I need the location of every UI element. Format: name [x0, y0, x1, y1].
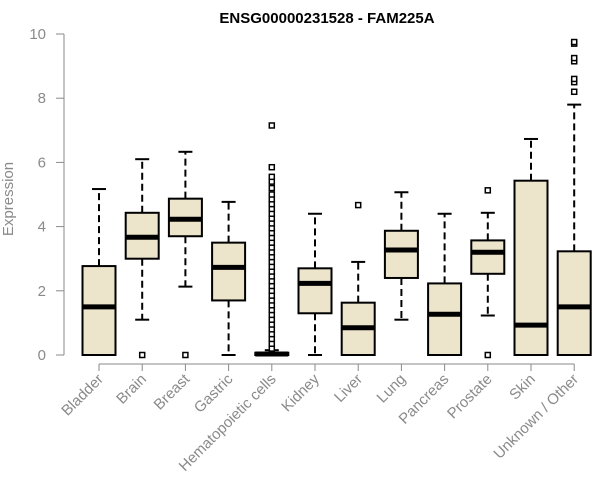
box-pancreas [427, 212, 463, 356]
box-bladder [81, 188, 117, 357]
x-tick-label: Prostate [444, 371, 496, 423]
box-iqr [556, 250, 592, 356]
y-axis-label: Expression [0, 162, 17, 236]
outlier-point [484, 187, 492, 194]
x-tick-label: Bladder [58, 371, 107, 420]
y-tick-label: 2 [38, 283, 46, 300]
y-tick-label: 4 [38, 219, 46, 236]
y-tick-label: 10 [29, 26, 46, 43]
boxes-group [81, 38, 592, 359]
y-axis: 0 2 4 6 8 10 [29, 26, 65, 364]
box-iqr [427, 282, 463, 356]
box-unknown-other [556, 38, 592, 356]
outlier-point [268, 173, 276, 181]
x-tick-label: Lung [374, 371, 410, 407]
box-prostate [470, 187, 506, 359]
x-tick-label: Skin [506, 371, 539, 404]
outlier-point [138, 351, 146, 359]
y-tick-label: 8 [38, 90, 46, 107]
outlier-point [570, 38, 578, 46]
box-iqr [513, 179, 549, 356]
box-iqr [297, 267, 333, 315]
x-tick-label: Brain [113, 371, 150, 408]
x-tick-label: Kidney [278, 370, 323, 415]
outlier-point [354, 201, 362, 209]
outlier-point [268, 122, 276, 129]
box-gastric [211, 200, 247, 356]
outlier-point [570, 88, 578, 96]
y-tick-label: 6 [38, 154, 46, 171]
y-tick-label: 0 [38, 347, 46, 364]
box-iqr [470, 239, 506, 275]
box-lung [383, 191, 419, 321]
box-iqr [383, 229, 419, 279]
box-liver [340, 201, 376, 356]
box-iqr [81, 265, 117, 357]
box-hematopoietic-cells [254, 122, 290, 357]
outlier-point [182, 351, 189, 359]
box-breast [167, 150, 203, 359]
outlier-point [268, 163, 276, 171]
outlier-point [268, 184, 276, 192]
outlier-point [268, 191, 276, 198]
box-kidney [297, 212, 333, 356]
box-skin [513, 137, 549, 356]
x-tick-label: Liver [331, 371, 366, 406]
outlier-point [570, 54, 578, 62]
x-tick-label: Breast [151, 370, 194, 413]
box-brain [124, 158, 160, 359]
outlier-point [484, 351, 492, 359]
chart-title: ENSG00000231528 - FAM225A [219, 10, 434, 27]
outlier-point [570, 75, 578, 83]
box-iqr [211, 241, 247, 302]
